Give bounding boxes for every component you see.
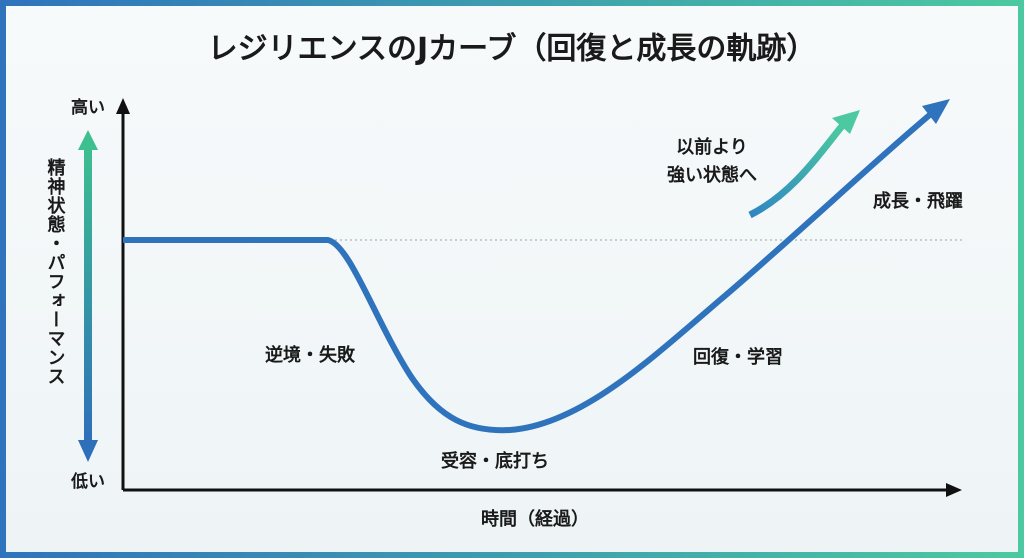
phase-label: 成長・飛躍 (873, 190, 963, 212)
scale-arrow-down (78, 440, 98, 462)
annotation-line: 以前より (676, 136, 748, 158)
y-axis-title: 精神状態・パフォーマンス (45, 157, 66, 386)
title: レジリエンスのJカーブ（回復と成長の軌跡） (208, 32, 817, 67)
scale-arrow-up (78, 130, 98, 150)
annotation-line: 強い状態へ (667, 164, 757, 186)
phase-label: 受容・底打ち (441, 450, 549, 472)
y-low-label: 低い (70, 471, 105, 492)
growth-arrow-head (832, 110, 860, 134)
j-curve-arrow (922, 99, 950, 124)
phase-label: 逆境・失敗 (265, 344, 356, 366)
canvas (6, 6, 1018, 552)
phase-label: 回復・学習 (693, 346, 783, 368)
y-axis-arrow (116, 98, 130, 114)
growth-arrow (748, 123, 845, 219)
x-axis-arrow (946, 483, 962, 497)
y-high-label: 高い (71, 97, 105, 118)
x-axis-title: 時間（経過） (481, 508, 589, 530)
scale-arrow-shaft (84, 146, 92, 442)
j-curve (123, 110, 934, 434)
